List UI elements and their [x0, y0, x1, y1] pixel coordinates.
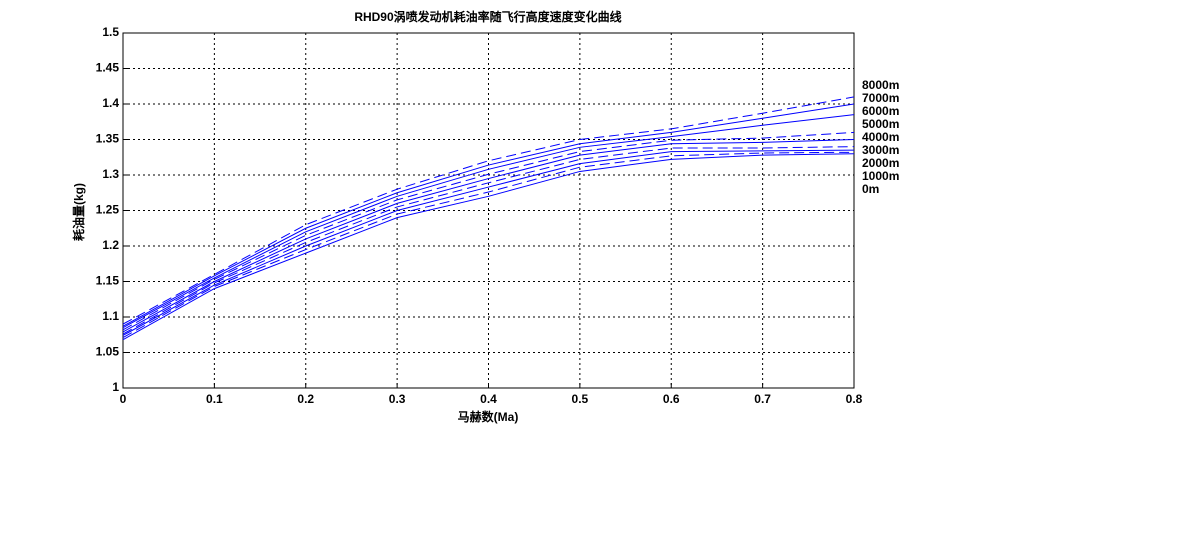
x-tick-label: 0.5 [572, 392, 589, 406]
series-line [122, 146, 855, 335]
y-tick-label: 1.4 [102, 96, 119, 110]
plot-frame [122, 32, 855, 389]
x-tick-label: 0.7 [754, 392, 771, 406]
series-label: 4000m [862, 130, 899, 144]
series-line [122, 153, 855, 341]
series-line [122, 103, 855, 327]
series-line [122, 139, 855, 333]
y-tick-label: 1.05 [96, 345, 120, 359]
series-label: 3000m [862, 143, 899, 157]
y-tick-label: 1 [112, 380, 119, 394]
x-tick-label: 0.8 [846, 392, 863, 406]
x-tick-label: 0.3 [389, 392, 406, 406]
series-line [122, 96, 855, 325]
y-tick-label: 1.5 [102, 25, 119, 39]
series-line [122, 149, 855, 336]
series-label: 5000m [862, 117, 899, 131]
x-tick-label: 0.6 [663, 392, 680, 406]
x-tick-label: 0.4 [480, 392, 497, 406]
y-tick-label: 1.3 [102, 167, 119, 181]
x-tick-label: 0.1 [206, 392, 223, 406]
y-tick-label: 1.1 [102, 309, 119, 323]
y-tick-label: 1.45 [96, 61, 120, 75]
series-label: 2000m [862, 156, 899, 170]
series-label: 6000m [862, 104, 899, 118]
y-tick-label: 1.2 [102, 238, 119, 252]
series-line [122, 114, 855, 329]
y-tick-label: 1.25 [96, 203, 120, 217]
x-tick-label: 0.2 [297, 392, 314, 406]
x-tick-label: 0 [120, 392, 127, 406]
series-line [122, 131, 855, 331]
series-label: 8000m [862, 78, 899, 92]
chart-title: RHD90涡喷发动机耗油率随飞行高度速度变化曲线 [354, 9, 621, 24]
series-label: 1000m [862, 169, 899, 183]
series-label: 0m [862, 182, 879, 196]
x-axis-label: 马赫数(Ma) [458, 409, 519, 424]
y-axis-label: 耗油量(kg) [71, 183, 86, 241]
series-label: 7000m [862, 91, 899, 105]
series-line [122, 151, 855, 339]
y-tick-label: 1.35 [96, 132, 120, 146]
y-tick-label: 1.15 [96, 274, 120, 288]
